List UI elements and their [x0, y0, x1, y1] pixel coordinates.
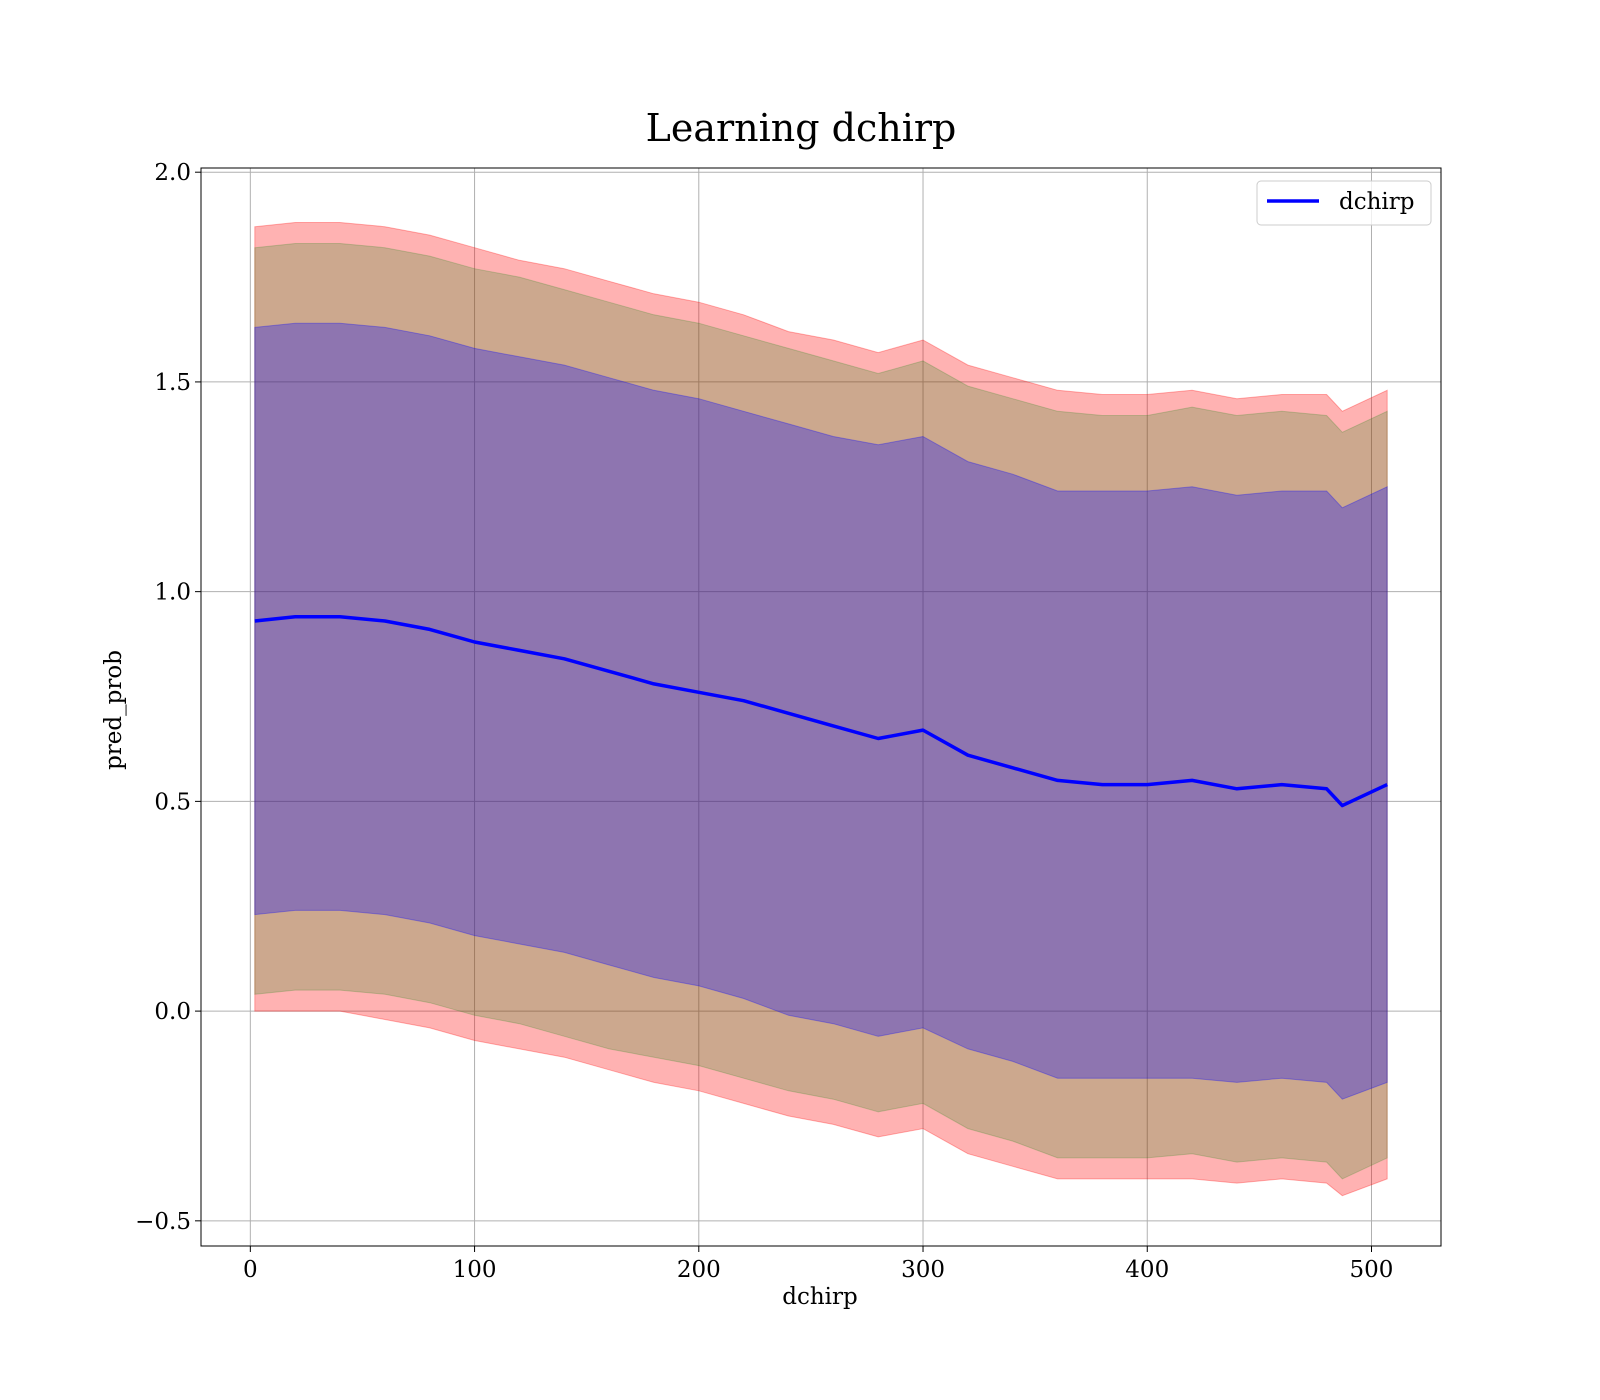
y-tick-label: 1.5: [154, 370, 191, 396]
y-tick-label: 0.5: [154, 789, 191, 815]
y-tick-label: 2.0: [154, 160, 191, 186]
x-axis-ticks: 0 100 200 300 400 500: [243, 1246, 1393, 1283]
x-tick-label: 0: [243, 1257, 258, 1283]
band-0: [254, 222, 1388, 1197]
x-tick-label: 400: [1125, 1257, 1169, 1283]
series-line-dchirp: [254, 615, 1388, 808]
y-axis-ticks: −0.5 0.0 0.5 1.0 1.5 2.0: [135, 160, 201, 1235]
band-1: [254, 243, 1388, 1180]
plot-frame: [200, 167, 1442, 1247]
band-2: [254, 322, 1388, 1100]
x-tick-label: 300: [901, 1257, 945, 1283]
series-lines: [254, 615, 1388, 808]
grid: [201, 168, 1441, 1246]
legend: dchirp: [1256, 180, 1432, 226]
y-tick-label: 1.0: [154, 580, 191, 606]
y-axis-label: pred_prob: [101, 650, 127, 770]
x-tick-label: 500: [1350, 1257, 1394, 1283]
x-tick-label: 100: [453, 1257, 497, 1283]
confidence-bands: [254, 222, 1388, 1197]
y-tick-label: −0.5: [135, 1209, 191, 1235]
x-tick-label: 200: [677, 1257, 721, 1283]
legend-box: [1256, 180, 1432, 226]
legend-label: dchirp: [1339, 189, 1415, 215]
y-tick-label: 0.0: [154, 999, 191, 1025]
chart-title: Learning dchirp: [646, 106, 957, 150]
x-axis-label: dchirp: [782, 1284, 858, 1310]
